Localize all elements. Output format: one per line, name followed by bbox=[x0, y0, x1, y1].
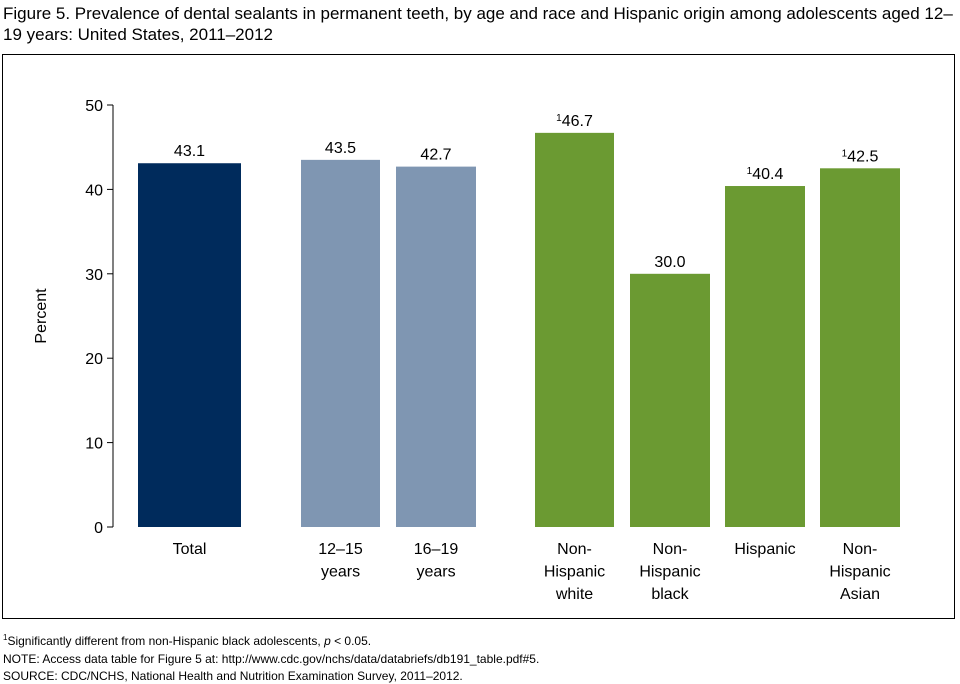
y-tick-label: 10 bbox=[85, 436, 103, 453]
value-label: 146.7 bbox=[556, 113, 593, 130]
footnote-p: p bbox=[324, 634, 331, 648]
bar bbox=[301, 159, 380, 528]
bar bbox=[396, 166, 476, 527]
value-label: 43.5 bbox=[325, 140, 356, 157]
y-tick-label: 20 bbox=[85, 351, 103, 368]
footnote-mark: 1 bbox=[842, 148, 848, 159]
category-label: black bbox=[651, 586, 689, 603]
chart-frame bbox=[2, 54, 955, 619]
value-label: 43.1 bbox=[174, 143, 205, 160]
footnote-mark: 1 bbox=[556, 113, 562, 124]
note-text: NOTE: Access data table for Figure 5 at:… bbox=[3, 652, 540, 666]
category-label: Hispanic bbox=[639, 564, 700, 581]
category-label: Non- bbox=[843, 541, 878, 558]
y-tick-label: 30 bbox=[85, 267, 103, 284]
bar bbox=[630, 273, 710, 527]
bar bbox=[535, 132, 614, 528]
category-label: Hispanic bbox=[829, 564, 890, 581]
footnote-mark: 1 bbox=[3, 633, 8, 642]
y-tick-label: 50 bbox=[85, 98, 103, 115]
value-text: 42.5 bbox=[847, 148, 878, 165]
category-label: Asian bbox=[840, 586, 880, 603]
figure-title: Figure 5. Prevalence of dental sealants … bbox=[3, 4, 953, 44]
footnote-end: < 0.05. bbox=[330, 634, 372, 648]
value-label: 140.4 bbox=[747, 166, 784, 183]
category-label: 16–19 bbox=[414, 541, 459, 558]
footnote-significance: 1Significantly different from non-Hispan… bbox=[3, 633, 372, 649]
category-label: white bbox=[555, 586, 593, 603]
value-label: 42.7 bbox=[420, 147, 451, 164]
category-label: Non- bbox=[653, 541, 688, 558]
bar bbox=[138, 163, 241, 527]
footnote-text: Significantly different from non-Hispani… bbox=[7, 634, 325, 648]
category-label: Non- bbox=[557, 541, 592, 558]
category-label: Total bbox=[173, 541, 207, 558]
category-label: years bbox=[321, 564, 360, 581]
y-axis-label: Percent bbox=[33, 288, 50, 344]
footnote-mark: 1 bbox=[747, 166, 753, 177]
bar bbox=[725, 186, 805, 528]
value-label: 142.5 bbox=[842, 148, 879, 165]
source-text: SOURCE: CDC/NCHS, National Health and Nu… bbox=[3, 669, 463, 683]
category-label: 12–15 bbox=[318, 541, 363, 558]
bar bbox=[820, 168, 900, 528]
value-text: 46.7 bbox=[562, 113, 593, 130]
category-label: years bbox=[416, 564, 455, 581]
category-label: Hispanic bbox=[544, 564, 605, 581]
category-label: Hispanic bbox=[734, 541, 795, 558]
y-tick-label: 0 bbox=[94, 520, 103, 537]
value-text: 40.4 bbox=[752, 166, 783, 183]
y-tick-label: 40 bbox=[85, 182, 103, 199]
value-label: 30.0 bbox=[654, 254, 685, 271]
